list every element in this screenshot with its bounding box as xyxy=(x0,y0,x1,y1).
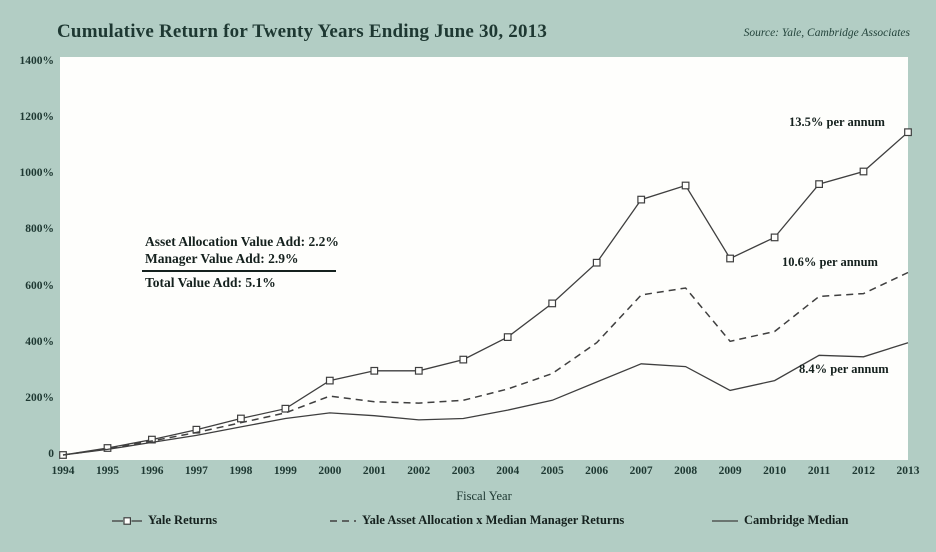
per-annum-label-asset-allocation: 10.6% per annum xyxy=(782,255,878,269)
legend-label: Cambridge Median xyxy=(744,513,849,527)
source-note: Source: Yale, Cambridge Associates xyxy=(743,27,910,39)
y-tick-label: 0 xyxy=(48,448,54,460)
y-tick-label: 1200% xyxy=(19,111,55,124)
x-tick-label: 2004 xyxy=(496,465,520,477)
y-tick-label: 200% xyxy=(25,391,54,404)
x-tick-label: 2000 xyxy=(318,465,342,477)
annotation-sum-rule xyxy=(142,270,336,272)
x-tick-label: 2010 xyxy=(763,465,787,477)
y-tick-label: 800% xyxy=(25,223,54,236)
line-square-marker-icon xyxy=(112,516,142,525)
y-tick-label: 600% xyxy=(25,279,54,292)
x-tick-label: 2007 xyxy=(629,465,653,477)
manager-value-add: Manager Value Add: 2.9% xyxy=(145,251,299,266)
x-tick-label: 1994 xyxy=(51,465,75,477)
value-add-annotation: Asset Allocation Value Add: 2.2% Manager… xyxy=(142,233,339,291)
asset-allocation-value-add: Asset Allocation Value Add: 2.2% xyxy=(145,234,339,249)
x-tick-label: 2003 xyxy=(451,465,475,477)
x-tick-label: 1998 xyxy=(229,465,253,477)
x-tick-label: 2002 xyxy=(407,465,431,477)
legend-label: Yale Returns xyxy=(148,513,218,527)
legend: Yale Returns Yale Asset Allocation x Med… xyxy=(0,513,936,537)
x-tick-label: 1999 xyxy=(273,465,297,477)
x-tick-label: 2011 xyxy=(807,465,831,477)
y-tick-label: 1000% xyxy=(19,167,55,180)
legend-item-asset-allocation: Yale Asset Allocation x Median Manager R… xyxy=(330,513,624,528)
solid-line-icon xyxy=(712,519,738,522)
x-tick-label: 2013 xyxy=(896,465,920,477)
x-tick-label: 1996 xyxy=(140,465,164,477)
x-tick-label: 2001 xyxy=(362,465,386,477)
y-tick-label: 400% xyxy=(25,335,54,348)
total-value-add: Total Value Add: 5.1% xyxy=(145,275,276,290)
legend-item-cambridge-median: Cambridge Median xyxy=(712,513,849,528)
chart-title: Cumulative Return for Twenty Years Endin… xyxy=(57,21,548,42)
x-tick-label: 1995 xyxy=(95,465,119,477)
x-tick-label: 2009 xyxy=(718,465,742,477)
x-axis-title: Fiscal Year xyxy=(456,489,512,503)
y-tick-label: 1400% xyxy=(19,55,55,67)
x-tick-label: 2008 xyxy=(674,465,698,477)
per-annum-label-cambridge: 8.4% per annum xyxy=(799,362,889,376)
x-tick-label: 2012 xyxy=(852,465,876,477)
legend-label: Yale Asset Allocation x Median Manager R… xyxy=(362,513,625,527)
dashed-line-icon xyxy=(330,519,356,522)
x-tick-label: 2006 xyxy=(585,465,609,477)
per-annum-label-yale: 13.5% per annum xyxy=(789,115,885,129)
x-tick-label: 1997 xyxy=(184,465,208,477)
x-tick-label: 2005 xyxy=(540,465,564,477)
legend-item-yale-returns: Yale Returns xyxy=(112,513,217,528)
